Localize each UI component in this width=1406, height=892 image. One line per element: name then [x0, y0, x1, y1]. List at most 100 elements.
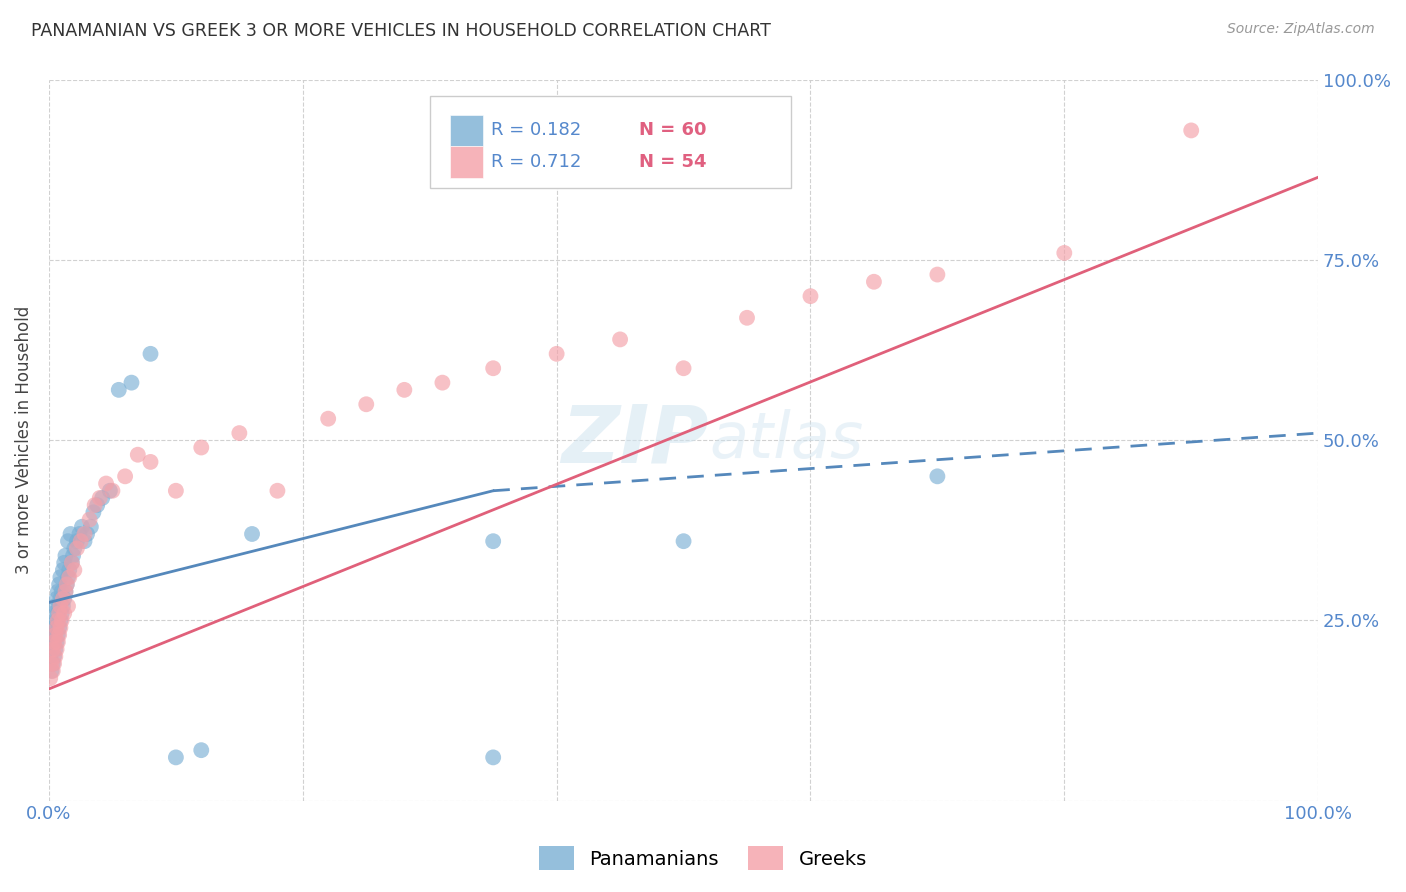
Text: R = 0.712: R = 0.712 — [491, 153, 581, 171]
Point — [89, 491, 111, 505]
Point — [66, 541, 89, 556]
Point — [42, 657, 65, 671]
Point — [73, 527, 96, 541]
FancyBboxPatch shape — [430, 95, 792, 188]
Point — [482, 750, 505, 764]
Point — [48, 607, 70, 621]
Point — [62, 549, 84, 563]
Point — [139, 455, 162, 469]
Point — [52, 599, 75, 613]
Point — [52, 591, 75, 606]
Point — [49, 599, 72, 613]
Point — [98, 483, 121, 498]
Point — [58, 570, 80, 584]
Text: R = 0.182: R = 0.182 — [491, 121, 581, 139]
Point — [46, 584, 69, 599]
Point — [48, 621, 70, 635]
Point — [83, 498, 105, 512]
Point — [41, 635, 63, 649]
Point — [46, 614, 69, 628]
Point — [42, 628, 65, 642]
Point — [60, 556, 83, 570]
Point — [546, 347, 568, 361]
Point — [73, 534, 96, 549]
Point — [67, 527, 90, 541]
Text: N = 60: N = 60 — [640, 121, 707, 139]
Point — [672, 361, 695, 376]
Point — [48, 599, 70, 613]
Point — [66, 534, 89, 549]
Point — [42, 621, 65, 635]
Point — [127, 448, 149, 462]
Point — [51, 584, 73, 599]
Point — [356, 397, 378, 411]
Point — [45, 621, 67, 635]
Point — [48, 577, 70, 591]
Point — [394, 383, 416, 397]
Point — [55, 584, 77, 599]
Point — [190, 441, 212, 455]
Point — [56, 599, 79, 613]
Point — [86, 498, 108, 512]
Point — [39, 671, 62, 685]
Point — [91, 491, 114, 505]
FancyBboxPatch shape — [450, 114, 484, 146]
Text: N = 54: N = 54 — [640, 153, 707, 171]
Y-axis label: 3 or more Vehicles in Household: 3 or more Vehicles in Household — [15, 306, 32, 574]
Point — [56, 570, 79, 584]
Point — [60, 556, 83, 570]
Point — [55, 577, 77, 591]
Point — [482, 534, 505, 549]
Point — [41, 657, 63, 671]
Point — [42, 635, 65, 649]
Point — [42, 664, 65, 678]
Point — [672, 534, 695, 549]
Point — [55, 577, 77, 591]
Point — [52, 563, 75, 577]
Point — [59, 527, 82, 541]
Point — [70, 520, 93, 534]
Point — [58, 563, 80, 577]
Point — [228, 426, 250, 441]
Point — [79, 512, 101, 526]
Point — [46, 607, 69, 621]
Point — [49, 570, 72, 584]
Point — [63, 563, 86, 577]
Point — [41, 664, 63, 678]
Point — [69, 534, 91, 549]
Point — [49, 591, 72, 606]
Text: PANAMANIAN VS GREEK 3 OR MORE VEHICLES IN HOUSEHOLD CORRELATION CHART: PANAMANIAN VS GREEK 3 OR MORE VEHICLES I… — [31, 22, 770, 40]
Point — [44, 628, 66, 642]
Point — [42, 642, 65, 657]
Point — [49, 614, 72, 628]
Point — [44, 621, 66, 635]
Point — [735, 310, 758, 325]
Point — [1053, 246, 1076, 260]
FancyBboxPatch shape — [450, 146, 484, 178]
Point — [48, 628, 70, 642]
Point — [53, 607, 76, 621]
Point — [165, 483, 187, 498]
Point — [482, 361, 505, 376]
Point — [76, 527, 98, 541]
Point — [927, 469, 949, 483]
Point — [39, 649, 62, 664]
Point — [165, 750, 187, 764]
Point — [49, 621, 72, 635]
Point — [45, 614, 67, 628]
Point — [42, 607, 65, 621]
Text: ZIP: ZIP — [561, 401, 709, 479]
Point — [51, 614, 73, 628]
Point — [799, 289, 821, 303]
Point — [80, 520, 103, 534]
Point — [53, 556, 76, 570]
Point — [51, 607, 73, 621]
Point — [42, 649, 65, 664]
Point — [240, 527, 263, 541]
Point — [55, 549, 77, 563]
Point — [94, 476, 117, 491]
Text: Source: ZipAtlas.com: Source: ZipAtlas.com — [1227, 22, 1375, 37]
Point — [432, 376, 454, 390]
Point — [44, 649, 66, 664]
Point — [82, 505, 104, 519]
